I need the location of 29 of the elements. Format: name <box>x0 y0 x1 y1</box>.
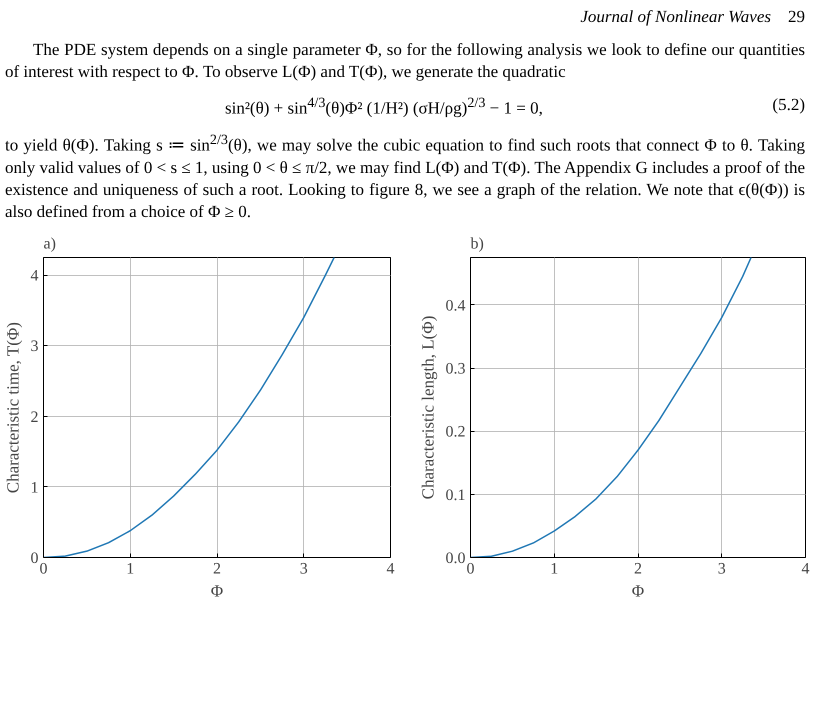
y-tick-label: 2 <box>30 409 38 426</box>
x-tick-label: 1 <box>126 560 134 578</box>
y-tick-label: 0.4 <box>446 298 466 315</box>
text: to yield θ(Φ). Taking s ≔ sin$^{2/3}$(θ), we may solve the cubic equation to find such roots that connect Φ to θ. Taking only valid values of 0 < s ≤ 1, using 0 < θ ≤ π/2, we may find L(Φ) and T(Φ). The Appendix G includes a proof of the existence and uniqueness of such a root. Looking to figure 8, we see a graph of the relation. We note that ϵ(θ(Φ)) is also defined from a choice of Φ ≥ 0. <box>5 131 805 224</box>
y-tick-label: 0.1 <box>446 487 466 504</box>
text: (5.2) <box>772 94 805 116</box>
chart-title: b) <box>470 236 484 253</box>
y-tick-label: 0.3 <box>446 360 466 378</box>
chart-title: a) <box>44 236 56 253</box>
x-tick-label: 4 <box>802 560 810 578</box>
y-tick-label: 0.0 <box>446 550 466 568</box>
x-tick-label: 3 <box>718 560 726 578</box>
y-tick-label: 3 <box>30 338 38 356</box>
text: The PDE system depends on a single parameter Φ, so for the following analysis we look to define our quantities of interest with respect to Φ. To observe L(Φ) and T(Φ), we generate the quadratic <box>5 39 805 84</box>
text: 29 <box>788 7 805 26</box>
text: Journal of Nonlinear Waves <box>580 7 771 26</box>
y-tick-label: 0.2 <box>446 424 466 442</box>
y-axis-title: Characteristic length, L(Φ) <box>418 316 438 500</box>
x-tick-label: 1 <box>550 560 558 578</box>
x-tick-label: 2 <box>634 560 642 578</box>
y-axis-title: Characteristic time, T(Φ) <box>4 322 22 494</box>
y-tick-label: 4 <box>30 268 38 286</box>
x-axis-title: Φ <box>632 582 644 601</box>
y-tick-label: 1 <box>30 480 38 497</box>
x-tick-label: 4 <box>386 560 394 578</box>
text: sin²(θ) + sin$^{4/3}$(θ)Φ² (1/H²) (σH/ρg)$^{2/3}$ − 1 = 0, <box>225 94 543 120</box>
x-tick-label: 3 <box>300 560 308 578</box>
x-axis-title: Φ <box>210 582 224 601</box>
x-tick-label: 2 <box>213 560 221 578</box>
